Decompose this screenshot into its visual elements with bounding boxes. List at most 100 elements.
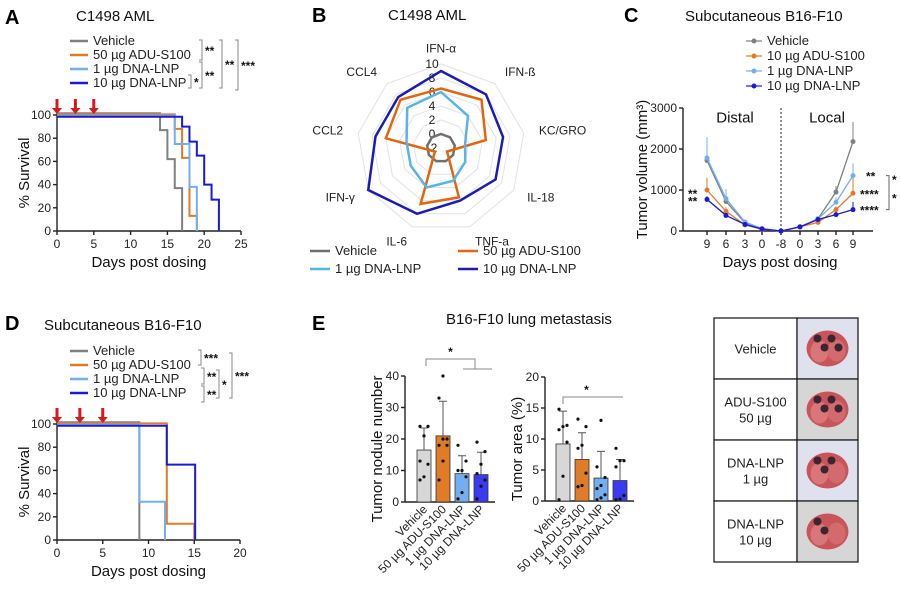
data-point bbox=[561, 425, 565, 429]
table-row-label: 10 µg bbox=[739, 533, 772, 548]
legend-label: 10 µg DNA-LNP bbox=[93, 385, 186, 400]
dosing-arrow-head-icon bbox=[88, 108, 99, 114]
legend-label: 1 µg DNA-LNP bbox=[93, 61, 179, 76]
significance-label: * bbox=[222, 378, 227, 392]
legend-label: 1 µg DNA-LNP bbox=[93, 371, 179, 386]
data-point bbox=[475, 497, 479, 501]
data-point bbox=[445, 437, 449, 441]
legend-marker bbox=[751, 83, 757, 89]
y-tick-label: 0 bbox=[392, 495, 399, 509]
y-tick-label: 80 bbox=[38, 131, 52, 145]
x-tick-label: 0 bbox=[759, 237, 766, 251]
data-point bbox=[464, 475, 468, 479]
data-point bbox=[595, 498, 599, 502]
x-tick-label: 15 bbox=[188, 546, 202, 560]
legend-label: 10 µg DNA-LNP bbox=[767, 78, 860, 93]
legend-label: 10 µg DNA-LNP bbox=[483, 261, 576, 276]
y-axis-label: Tumor area (%) bbox=[509, 397, 526, 501]
chart-title: C1498 AML bbox=[388, 7, 466, 24]
data-point bbox=[456, 443, 460, 447]
radial-tick-label: 10 bbox=[425, 57, 439, 71]
metastasis-nodule bbox=[827, 456, 836, 465]
bar bbox=[555, 443, 571, 502]
survival-curve bbox=[57, 115, 220, 231]
legend-label: 1 µg DNA-LNP bbox=[767, 63, 853, 78]
data-point bbox=[618, 459, 622, 463]
significance-bracket bbox=[235, 39, 239, 91]
radial-tick-label: -2 bbox=[427, 141, 438, 155]
legend-label: Vehicle bbox=[767, 33, 809, 48]
y-tick-label: 10 bbox=[526, 432, 540, 446]
survival-curve bbox=[57, 114, 198, 231]
radial-tick-label: 2 bbox=[429, 113, 436, 127]
radial-tick-label: 8 bbox=[429, 71, 436, 85]
survival-curve bbox=[57, 421, 141, 540]
x-tick-label: 20 bbox=[233, 546, 247, 560]
y-tick-label: 80 bbox=[38, 440, 52, 454]
radial-tick-label: 4 bbox=[429, 99, 436, 113]
significance-bracket bbox=[199, 61, 203, 89]
significance-label: **** bbox=[860, 204, 879, 218]
significance-bracket bbox=[886, 175, 890, 211]
y-tick-label: 0 bbox=[670, 224, 677, 238]
radar-axis-label: CCL2 bbox=[312, 124, 343, 138]
data-point bbox=[595, 487, 599, 491]
data-point bbox=[576, 417, 580, 421]
legend-label: 10 µg DNA-LNP bbox=[93, 75, 186, 90]
y-tick-label: 1000 bbox=[650, 183, 677, 197]
y-tick-label: 40 bbox=[386, 369, 400, 383]
radar-axis-label: CCL4 bbox=[346, 65, 377, 79]
radar-gridline bbox=[371, 77, 511, 215]
significance-bracket bbox=[219, 39, 223, 89]
data-point bbox=[418, 424, 422, 428]
table-row-label: DNA-LNP bbox=[727, 456, 784, 471]
panel-label: B bbox=[312, 5, 326, 27]
y-tick-label: 100 bbox=[31, 417, 51, 431]
y-axis-label: % Survival bbox=[16, 138, 33, 209]
y-tick-label: 60 bbox=[38, 463, 52, 477]
data-point bbox=[426, 424, 430, 428]
legend-label: 1 µg DNA-LNP bbox=[335, 261, 421, 276]
data-point bbox=[483, 478, 487, 482]
y-tick-label: 20 bbox=[38, 201, 52, 215]
significance-bracket bbox=[216, 369, 220, 399]
significance-label: ** bbox=[207, 370, 217, 384]
data-point bbox=[723, 196, 729, 202]
panel-label: C bbox=[624, 5, 638, 27]
x-tick-label: 15 bbox=[161, 237, 175, 251]
significance-label: * bbox=[584, 383, 589, 397]
radar-axis-label: IFN-α bbox=[426, 42, 456, 56]
data-point bbox=[723, 212, 729, 218]
x-tick-label: 3 bbox=[815, 237, 822, 251]
x-tick-label: 9 bbox=[704, 237, 711, 251]
significance-label: *** bbox=[204, 352, 218, 366]
chart-title: C1498 AML bbox=[76, 8, 154, 25]
y-tick-label: 100 bbox=[31, 108, 51, 122]
radar-gridline bbox=[357, 63, 525, 228]
lung-lobe bbox=[827, 461, 846, 484]
data-point bbox=[464, 459, 468, 463]
data-point bbox=[445, 443, 449, 447]
y-tick-label: 40 bbox=[38, 178, 52, 192]
data-point bbox=[833, 212, 839, 218]
lung-lobe bbox=[827, 522, 846, 545]
data-point bbox=[441, 437, 445, 441]
significance-bracket bbox=[188, 74, 192, 89]
metastasis-nodule bbox=[813, 517, 822, 526]
region-label: Distal bbox=[716, 109, 754, 126]
x-tick-label: 5 bbox=[99, 546, 106, 560]
legend-label: 50 µg ADU-S100 bbox=[93, 47, 191, 62]
y-tick-label: 20 bbox=[386, 432, 400, 446]
data-point bbox=[622, 493, 626, 498]
y-axis-label: Tumor nodule number bbox=[369, 375, 386, 522]
table-row-label: Vehicle bbox=[735, 342, 777, 357]
dosing-arrow-head-icon bbox=[74, 417, 85, 423]
data-point bbox=[850, 190, 856, 196]
data-point bbox=[833, 199, 839, 205]
data-point bbox=[599, 483, 603, 488]
x-axis-label: Days post dosing bbox=[91, 254, 206, 271]
dosing-arrow-head-icon bbox=[52, 417, 62, 423]
error-bar bbox=[616, 458, 624, 481]
radial-tick-label: 0 bbox=[429, 127, 436, 141]
